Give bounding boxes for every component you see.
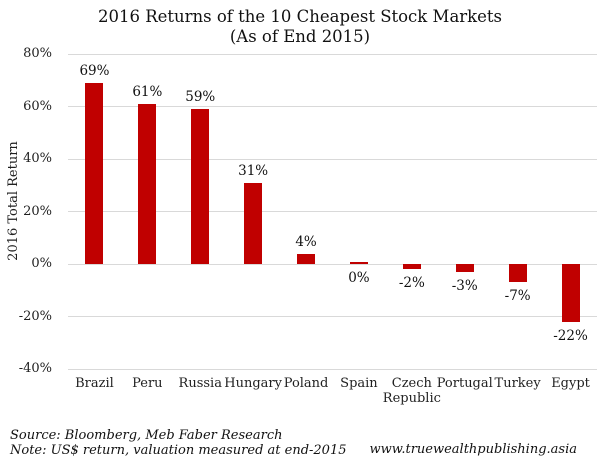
bar-spain (349, 262, 368, 264)
bar-russia (191, 109, 210, 264)
chart-title: 2016 Returns of the 10 Cheapest Stock Ma… (97, 7, 503, 26)
bar-value-label-czech-republic: -2% (398, 275, 425, 292)
y-tick-label: 20% (23, 203, 52, 219)
bar-value-label-egypt: -22% (553, 327, 588, 344)
bar-value-label-russia: 59% (185, 89, 216, 106)
gridline (68, 263, 597, 265)
x-axis-label-czech-republic: Czech Republic (382, 376, 441, 406)
gridline (68, 158, 597, 160)
x-axis-label-portugal: Portugal (436, 376, 493, 391)
x-axis-labels: Brazil Peru Russia Hungary Poland Spain Czech … (68, 376, 597, 410)
plot-area: 69% 61% 59% 31% 4% 0% -2% -3% -7% -22% (68, 53, 597, 370)
bar-peru (138, 103, 157, 264)
x-axis-label-egypt: Egypt (551, 376, 590, 391)
y-tick-label: 80% (23, 46, 52, 61)
bar-value-label-poland: 4% (295, 233, 317, 250)
x-axis-label-peru: Peru (132, 376, 163, 391)
bar-brazil (85, 82, 104, 264)
x-axis-label-hungary: Hungary (224, 376, 282, 391)
footer-website: www.truewealthpublishing.asia (369, 442, 578, 457)
bar-value-label-brazil: 69% (79, 62, 110, 79)
bar-hungary (244, 182, 263, 264)
gridline (68, 368, 597, 370)
y-tick-label: 60% (23, 98, 52, 114)
x-axis-label-poland: Poland (283, 376, 329, 391)
y-tick-label: -20% (18, 308, 52, 324)
chart-subtitle: (As of End 2015) (229, 27, 371, 46)
bar-value-label-turkey: -7% (504, 288, 531, 305)
gridline (68, 211, 597, 212)
bar-czech-republic (402, 264, 421, 270)
bar-portugal (455, 264, 474, 272)
x-axis-label-turkey: Turkey (494, 376, 541, 391)
x-axis-label-brazil: Brazil (75, 376, 114, 391)
bar-value-label-peru: 61% (132, 83, 163, 100)
bar-value-label-portugal: -3% (451, 277, 478, 294)
footer-source: Source: Bloomberg, Meb Faber Research (10, 428, 283, 443)
y-tick-label: 40% (23, 151, 52, 166)
bar-value-label-spain: 0% (348, 270, 370, 286)
gridline (68, 106, 597, 107)
bar-turkey (508, 264, 527, 283)
gridline (68, 53, 597, 55)
gridline (68, 316, 597, 317)
bar-value-label-hungary: 31% (238, 162, 269, 179)
y-tick-label: -40% (18, 361, 52, 376)
bar-egypt (561, 264, 580, 322)
x-axis-label-spain: Spain (340, 376, 378, 391)
y-tick-label: 0% (31, 256, 52, 271)
x-axis-label-russia: Russia (178, 376, 222, 391)
bar-poland (297, 253, 316, 264)
footer-note: Note: US$ return, valuation measured at … (10, 443, 347, 458)
